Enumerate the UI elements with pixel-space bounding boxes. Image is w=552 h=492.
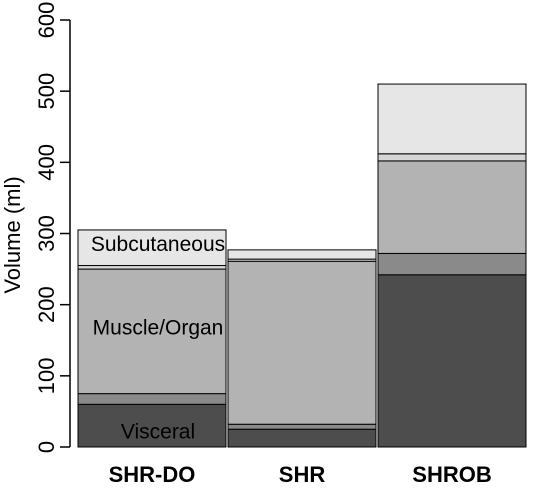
bars-layer [77,83,527,448]
y-tick-label-500: 500 [34,73,59,110]
x-tick-label-shr-do: SHR-DO [109,462,196,487]
y-tick-label-400: 400 [34,144,59,181]
annotations-layer: Subcutaneous Muscle/Organ Visceral [91,233,225,443]
bar-segment-shr-do-0 [77,403,227,448]
y-tick-label-100: 100 [34,357,59,394]
y-axis-title: Volume (ml) [0,176,25,293]
annotation-muscle-organ: Muscle/Organ [93,316,224,339]
bar-segment-shr-do-2 [77,268,227,395]
y-tick-label-600: 600 [34,2,59,39]
bar-segment-shr-0 [227,428,377,448]
annotation-subcutaneous: Subcutaneous [91,233,225,256]
bar-segment-shr-do-1 [77,393,227,405]
y-tick-label-0: 0 [34,441,59,453]
bar-segment-shrob-1 [377,252,527,276]
y-tick-label-200: 200 [34,286,59,323]
x-axis-labels: SHR-DO SHR SHROB [109,462,492,487]
y-axis: 0 100 200 300 400 500 600 [34,2,71,453]
annotation-visceral: Visceral [121,420,195,443]
bar-segment-shr-4 [227,249,377,260]
bar-segment-shrob-4 [377,83,527,155]
bar-segment-shr-1 [227,423,377,430]
y-tick-label-300: 300 [34,215,59,252]
bar-segment-shr-2 [227,260,377,425]
x-tick-label-shrob: SHROB [412,462,491,487]
bar-segment-shr-do-4 [77,229,227,267]
x-tick-label-shr: SHR [279,462,326,487]
bar-segment-shrob-2 [377,160,527,254]
bar-segment-shr-do-3 [77,265,227,270]
bar-segment-shrob-0 [377,274,527,448]
bar-segment-shrob-3 [377,153,527,162]
